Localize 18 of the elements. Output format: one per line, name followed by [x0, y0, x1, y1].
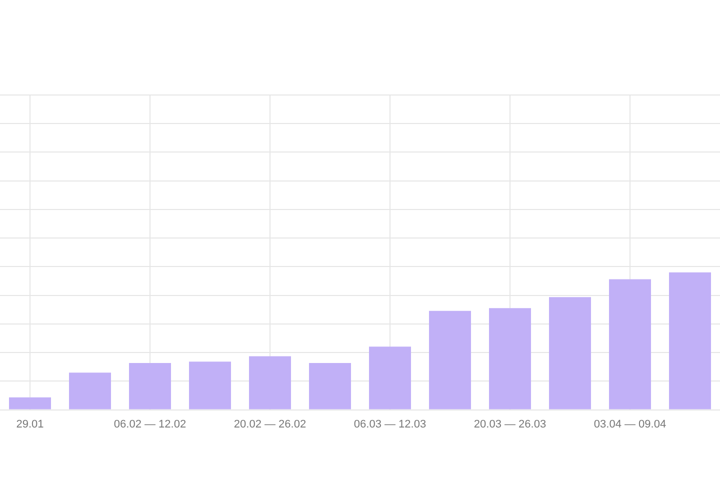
- bar: [9, 397, 51, 410]
- x-tick-label: 06.03 — 12.03: [354, 418, 426, 430]
- bar: [129, 363, 171, 410]
- x-tick-label: 20.02 — 26.02: [234, 418, 306, 430]
- bar: [489, 308, 531, 410]
- bar: [249, 356, 291, 410]
- bar: [609, 279, 651, 410]
- bar: [189, 362, 231, 410]
- bar: [69, 372, 111, 410]
- x-tick-label: 29.01: [16, 418, 44, 430]
- bar: [429, 310, 471, 410]
- bar: [309, 363, 351, 410]
- bar: [669, 272, 711, 410]
- bar: [369, 346, 411, 410]
- x-tick-label: 03.04 — 09.04: [594, 418, 666, 430]
- x-tick-label: 06.02 — 12.02: [114, 418, 186, 430]
- x-tick-label: 20.03 — 26.03: [474, 418, 546, 430]
- bar: [549, 297, 591, 410]
